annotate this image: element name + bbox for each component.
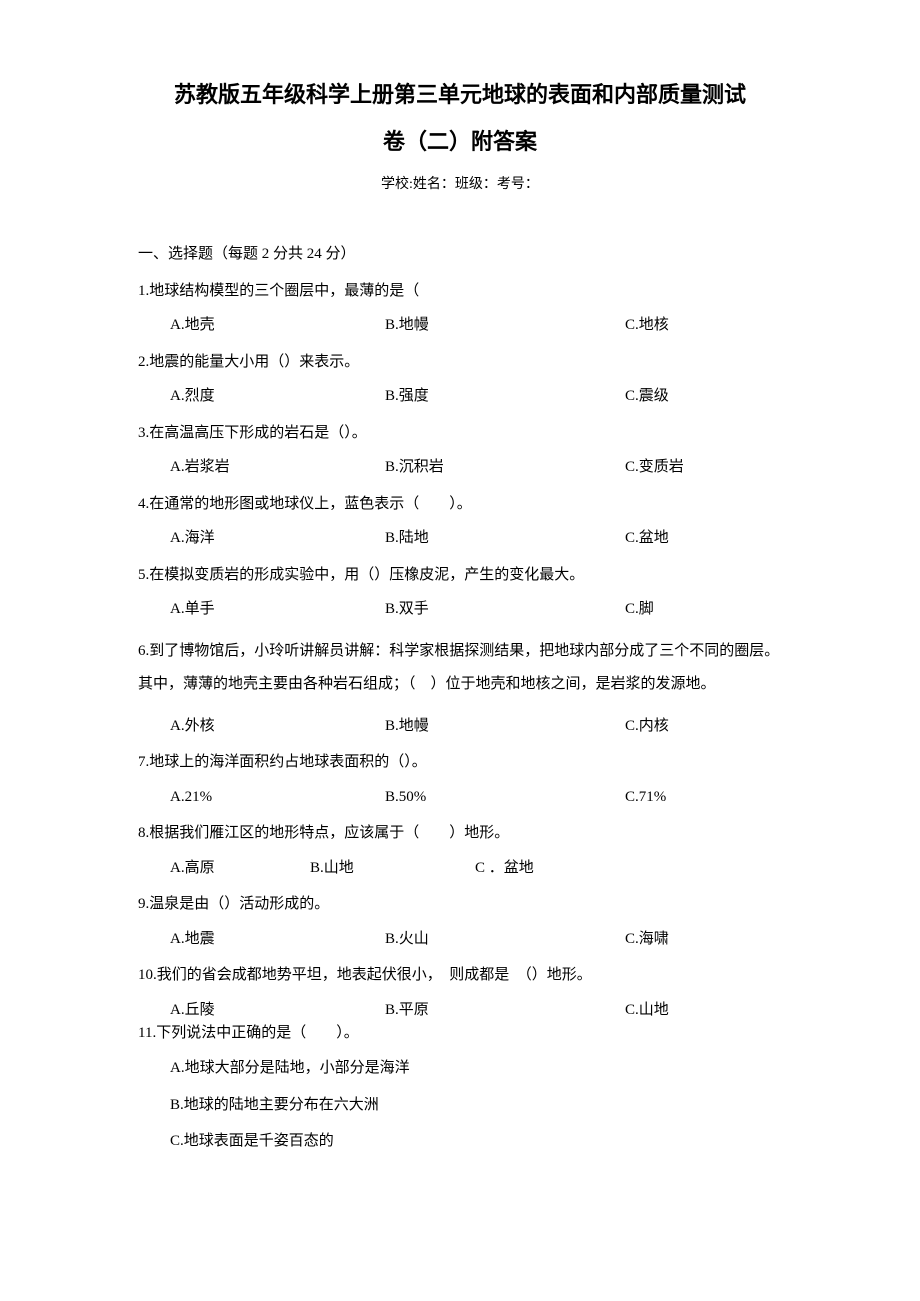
question-5-options: A.单手 B.双手 C.脚	[138, 598, 782, 621]
q9-option-c: C.海啸	[625, 928, 669, 951]
q11-option-b: B.地球的陆地主要分布在六大洲	[170, 1094, 782, 1117]
question-9-options: A.地震 B.火山 C.海啸	[138, 928, 782, 951]
q3-option-b: B.沉积岩	[385, 456, 625, 479]
question-4: 4.在通常的地形图或地球仪上，蓝色表示（ ）。	[138, 493, 782, 516]
q2-option-a: A.烈度	[170, 385, 385, 408]
question-3-options: A.岩浆岩 B.沉积岩 C.变质岩	[138, 456, 782, 479]
question-11-options: A.地球大部分是陆地，小部分是海洋 B.地球的陆地主要分布在六大洲 C.地球表面…	[138, 1057, 782, 1153]
question-8-options: A.高原 B.山地 C ．盆地	[138, 857, 782, 880]
q4-option-b: B.陆地	[385, 527, 625, 550]
question-2-options: A.烈度 B.强度 C.震级	[138, 385, 782, 408]
page-title-line1: 苏教版五年级科学上册第三单元地球的表面和内部质量测试	[138, 78, 782, 111]
question-9: 9.温泉是由（）活动形成的。	[138, 893, 782, 916]
question-1-options: A.地壳 B.地幔 C.地核	[138, 314, 782, 337]
q9-option-a: A.地震	[170, 928, 385, 951]
q6-option-a: A.外核	[170, 715, 385, 738]
student-meta: 学校:姓名：班级：考号：	[138, 174, 782, 195]
question-7: 7.地球上的海洋面积约占地球表面积的（）。	[138, 751, 782, 774]
q1-option-c: C.地核	[625, 314, 669, 337]
question-3: 3.在高温高压下形成的岩石是（）。	[138, 422, 782, 445]
q4-option-c: C.盆地	[625, 527, 669, 550]
q1-option-a: A.地壳	[170, 314, 385, 337]
question-8: 8.根据我们雁江区的地形特点，应该属于（ ）地形。	[138, 822, 782, 845]
q5-option-a: A.单手	[170, 598, 385, 621]
q3-option-a: A.岩浆岩	[170, 456, 385, 479]
question-2: 2.地震的能量大小用（）来表示。	[138, 351, 782, 374]
q4-option-a: A.海洋	[170, 527, 385, 550]
q10-option-c: C.山地	[625, 999, 669, 1022]
q8-option-a: A.高原	[170, 857, 310, 880]
question-7-options: A.21% B.50% C.71%	[138, 786, 782, 809]
q5-option-c: C.脚	[625, 598, 654, 621]
q11-option-a: A.地球大部分是陆地，小部分是海洋	[170, 1057, 782, 1080]
question-1: 1.地球结构模型的三个圈层中，最薄的是（	[138, 280, 782, 303]
q7-option-c: C.71%	[625, 786, 666, 809]
q10-option-a: A.丘陵	[170, 999, 385, 1022]
page-title-line2: 卷（二）附答案	[138, 125, 782, 158]
q2-option-c: C.震级	[625, 385, 669, 408]
question-5: 5.在模拟变质岩的形成实验中，用（）压橡皮泥，产生的变化最大。	[138, 564, 782, 587]
section-1-header: 一、选择题（每题 2 分共 24 分）	[138, 243, 782, 266]
question-4-options: A.海洋 B.陆地 C.盆地	[138, 527, 782, 550]
question-10: 10.我们的省会成都地势平坦，地表起伏很小， 则成都是 （）地形。	[138, 964, 782, 987]
question-11: 11.下列说法中正确的是（ ）。	[138, 1021, 782, 1045]
question-6-options: A.外核 B.地幔 C.内核	[138, 715, 782, 738]
q6-option-b: B.地幔	[385, 715, 625, 738]
q7-option-b: B.50%	[385, 786, 625, 809]
q1-option-b: B.地幔	[385, 314, 625, 337]
q2-option-b: B.强度	[385, 385, 625, 408]
q10-option-b: B.平原	[385, 999, 625, 1022]
q5-option-b: B.双手	[385, 598, 625, 621]
question-10-options: A.丘陵 B.平原 C.山地	[138, 999, 782, 1022]
q8-option-c: C ．盆地	[475, 857, 534, 880]
q8-option-b: B.山地	[310, 857, 475, 880]
q11-option-c: C.地球表面是千姿百态的	[170, 1130, 782, 1153]
q9-option-b: B.火山	[385, 928, 625, 951]
question-6: 6.到了博物馆后，小玲听讲解员讲解：科学家根据探测结果，把地球内部分成了三个不同…	[138, 635, 782, 701]
q3-option-c: C.变质岩	[625, 456, 684, 479]
q7-option-a: A.21%	[170, 786, 385, 809]
q6-option-c: C.内核	[625, 715, 669, 738]
